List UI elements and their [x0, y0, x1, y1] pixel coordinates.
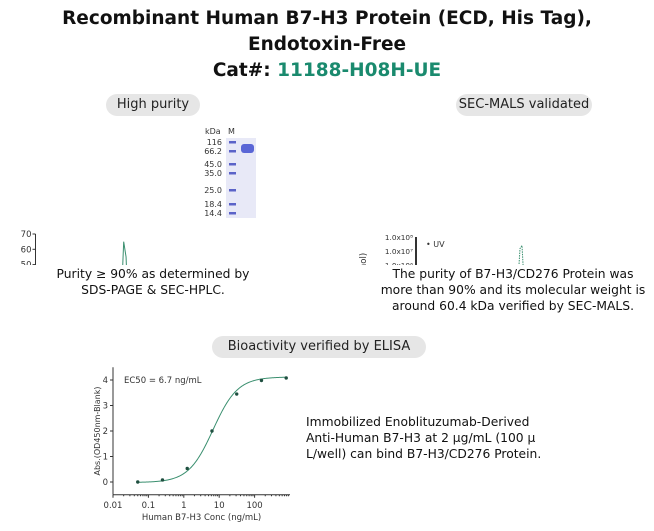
legend-uv: • UV [426, 240, 445, 249]
y-tick-label: 0 [103, 478, 108, 488]
secmals-chart: 5.010.015.020.025.01.010.0100.001000.000… [359, 233, 524, 265]
pill-high-purity: High purity [106, 94, 200, 116]
pill-elisa: Bioactivity verified by ELISA [212, 336, 426, 358]
x-tick-label: 10 [214, 501, 225, 511]
chromatogram-trace [122, 241, 127, 265]
data-point [210, 429, 214, 433]
caption-line: L/well) can bind B7-H3/CD276 Protein. [306, 447, 542, 461]
cat-label: Cat#: [212, 60, 271, 81]
data-point [284, 376, 288, 380]
caption-line: Immobilized Enoblituzumab-Derived [306, 415, 530, 429]
gel-marker-header: M [228, 127, 235, 136]
x-axis-label: Human B7-H3 Conc (ng/mL) [142, 513, 261, 523]
y-tick-label: 3 [103, 402, 108, 412]
elisa-caption: Immobilized Enoblituzumab-Derived Anti-H… [306, 414, 626, 462]
product-title: Recombinant Human B7-H3 Protein (ECD, Hi… [62, 8, 592, 29]
purity-caption: Purity ≥ 90% as determined by SDS-PAGE &… [33, 266, 273, 298]
gel-marker-band [229, 172, 236, 175]
gel-marker-label: 14.4 [204, 209, 222, 218]
y-axis-label: Abs.(OD450nm-Blank) [93, 386, 102, 475]
uv-trace [518, 243, 524, 265]
x-tick-label: 100 [246, 501, 262, 511]
data-point [185, 466, 189, 471]
caption-line: The purity of B7-H3/CD276 Protein was [392, 267, 634, 281]
gel-marker-band [229, 203, 236, 206]
gel-sample-band [241, 144, 254, 153]
caption-line: around 60.4 kDa verified by SEC-MALS. [392, 299, 634, 313]
gel-marker-label: 35.0 [204, 169, 222, 178]
y-tick-label: 1.0x10⁶ [385, 261, 413, 265]
gel-marker-band [229, 150, 236, 153]
y-tick-label: 70 [21, 230, 32, 240]
gel-marker-label: 45.0 [204, 160, 222, 169]
caption-line: Purity ≥ 90% as determined by [56, 267, 250, 281]
caption-line: SDS-PAGE & SEC-HPLC. [81, 283, 225, 297]
x-tick-label: 0.1 [142, 501, 156, 511]
secmals-caption: The purity of B7-H3/CD276 Protein was mo… [368, 266, 654, 314]
data-point [160, 478, 165, 482]
hplc-chart: 123456789101112131415010203040506070minm… [21, 127, 256, 265]
y-tick-label: 1 [103, 453, 108, 463]
gel-marker-band [229, 212, 236, 215]
gel-marker-label: 116 [207, 138, 222, 147]
data-point [235, 392, 239, 396]
catalog-number: Cat#: 11188-H08H-UE [0, 58, 654, 83]
gel-marker-label: 25.0 [204, 186, 222, 195]
x-tick-label: 0.01 [104, 501, 123, 511]
y-tick-label: 2 [103, 427, 108, 437]
data-point [136, 480, 140, 484]
gel-marker-band [229, 189, 236, 192]
data-point [259, 378, 264, 383]
y-tick-label: 4 [103, 376, 108, 386]
caption-line: more than 90% and its molecular weight i… [380, 283, 646, 297]
gel-kda-header: kDa [205, 127, 221, 136]
gel-marker-label: 18.4 [204, 200, 222, 209]
product-subtitle: Endotoxin-Free [247, 34, 407, 55]
caption-line: Anti-Human B7-H3 at 2 μg/mL (100 μ [306, 431, 536, 445]
cat-value: 11188-H08H-UE [277, 60, 442, 81]
gel-marker-label: 66.2 [204, 147, 222, 156]
y-tick-label: 1.0x10⁷ [385, 247, 413, 256]
pill-sec-mals: SEC-MALS validated [456, 94, 592, 116]
x-tick-label: 1 [181, 501, 186, 511]
ec50-annotation: EC50 = 6.7 ng/mL [124, 376, 202, 386]
y-tick-label: 50 [21, 261, 32, 265]
gel-marker-band [229, 141, 236, 144]
y-tick-label: 1.0x10⁸ [385, 233, 413, 242]
y-axis-label: Molar Mass (g/mol) [359, 253, 369, 265]
elisa-chart: 0.01 0.1 1 10 100 0 1 2 3 4 Human B7-H3 Conc (ng/m… [93, 367, 290, 523]
y-tick-label: 60 [21, 245, 32, 255]
gel-marker-band [229, 163, 236, 166]
